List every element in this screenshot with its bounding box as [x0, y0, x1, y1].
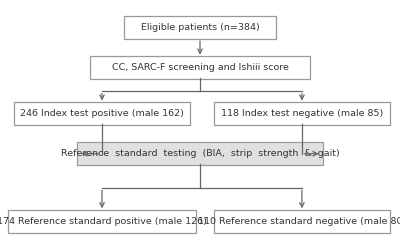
FancyBboxPatch shape: [76, 142, 324, 165]
Text: 246 Index test positive (male 162): 246 Index test positive (male 162): [20, 109, 184, 118]
Text: CC, SARC-F screening and Ishiii score: CC, SARC-F screening and Ishiii score: [112, 63, 288, 72]
FancyBboxPatch shape: [14, 102, 190, 125]
Text: Reference  standard  testing  (BIA,  strip  strength  &  gait): Reference standard testing (BIA, strip s…: [61, 149, 339, 158]
FancyBboxPatch shape: [214, 210, 390, 233]
Text: Eligible patients (n=384): Eligible patients (n=384): [141, 23, 259, 32]
FancyBboxPatch shape: [124, 16, 276, 39]
FancyBboxPatch shape: [8, 210, 196, 233]
Text: 110 Reference standard negative (male 80): 110 Reference standard negative (male 80…: [198, 217, 400, 226]
FancyBboxPatch shape: [214, 102, 390, 125]
Text: 118 Index test negative (male 85): 118 Index test negative (male 85): [221, 109, 383, 118]
Text: 174 Reference standard positive (male 126): 174 Reference standard positive (male 12…: [0, 217, 207, 226]
FancyBboxPatch shape: [90, 56, 310, 79]
